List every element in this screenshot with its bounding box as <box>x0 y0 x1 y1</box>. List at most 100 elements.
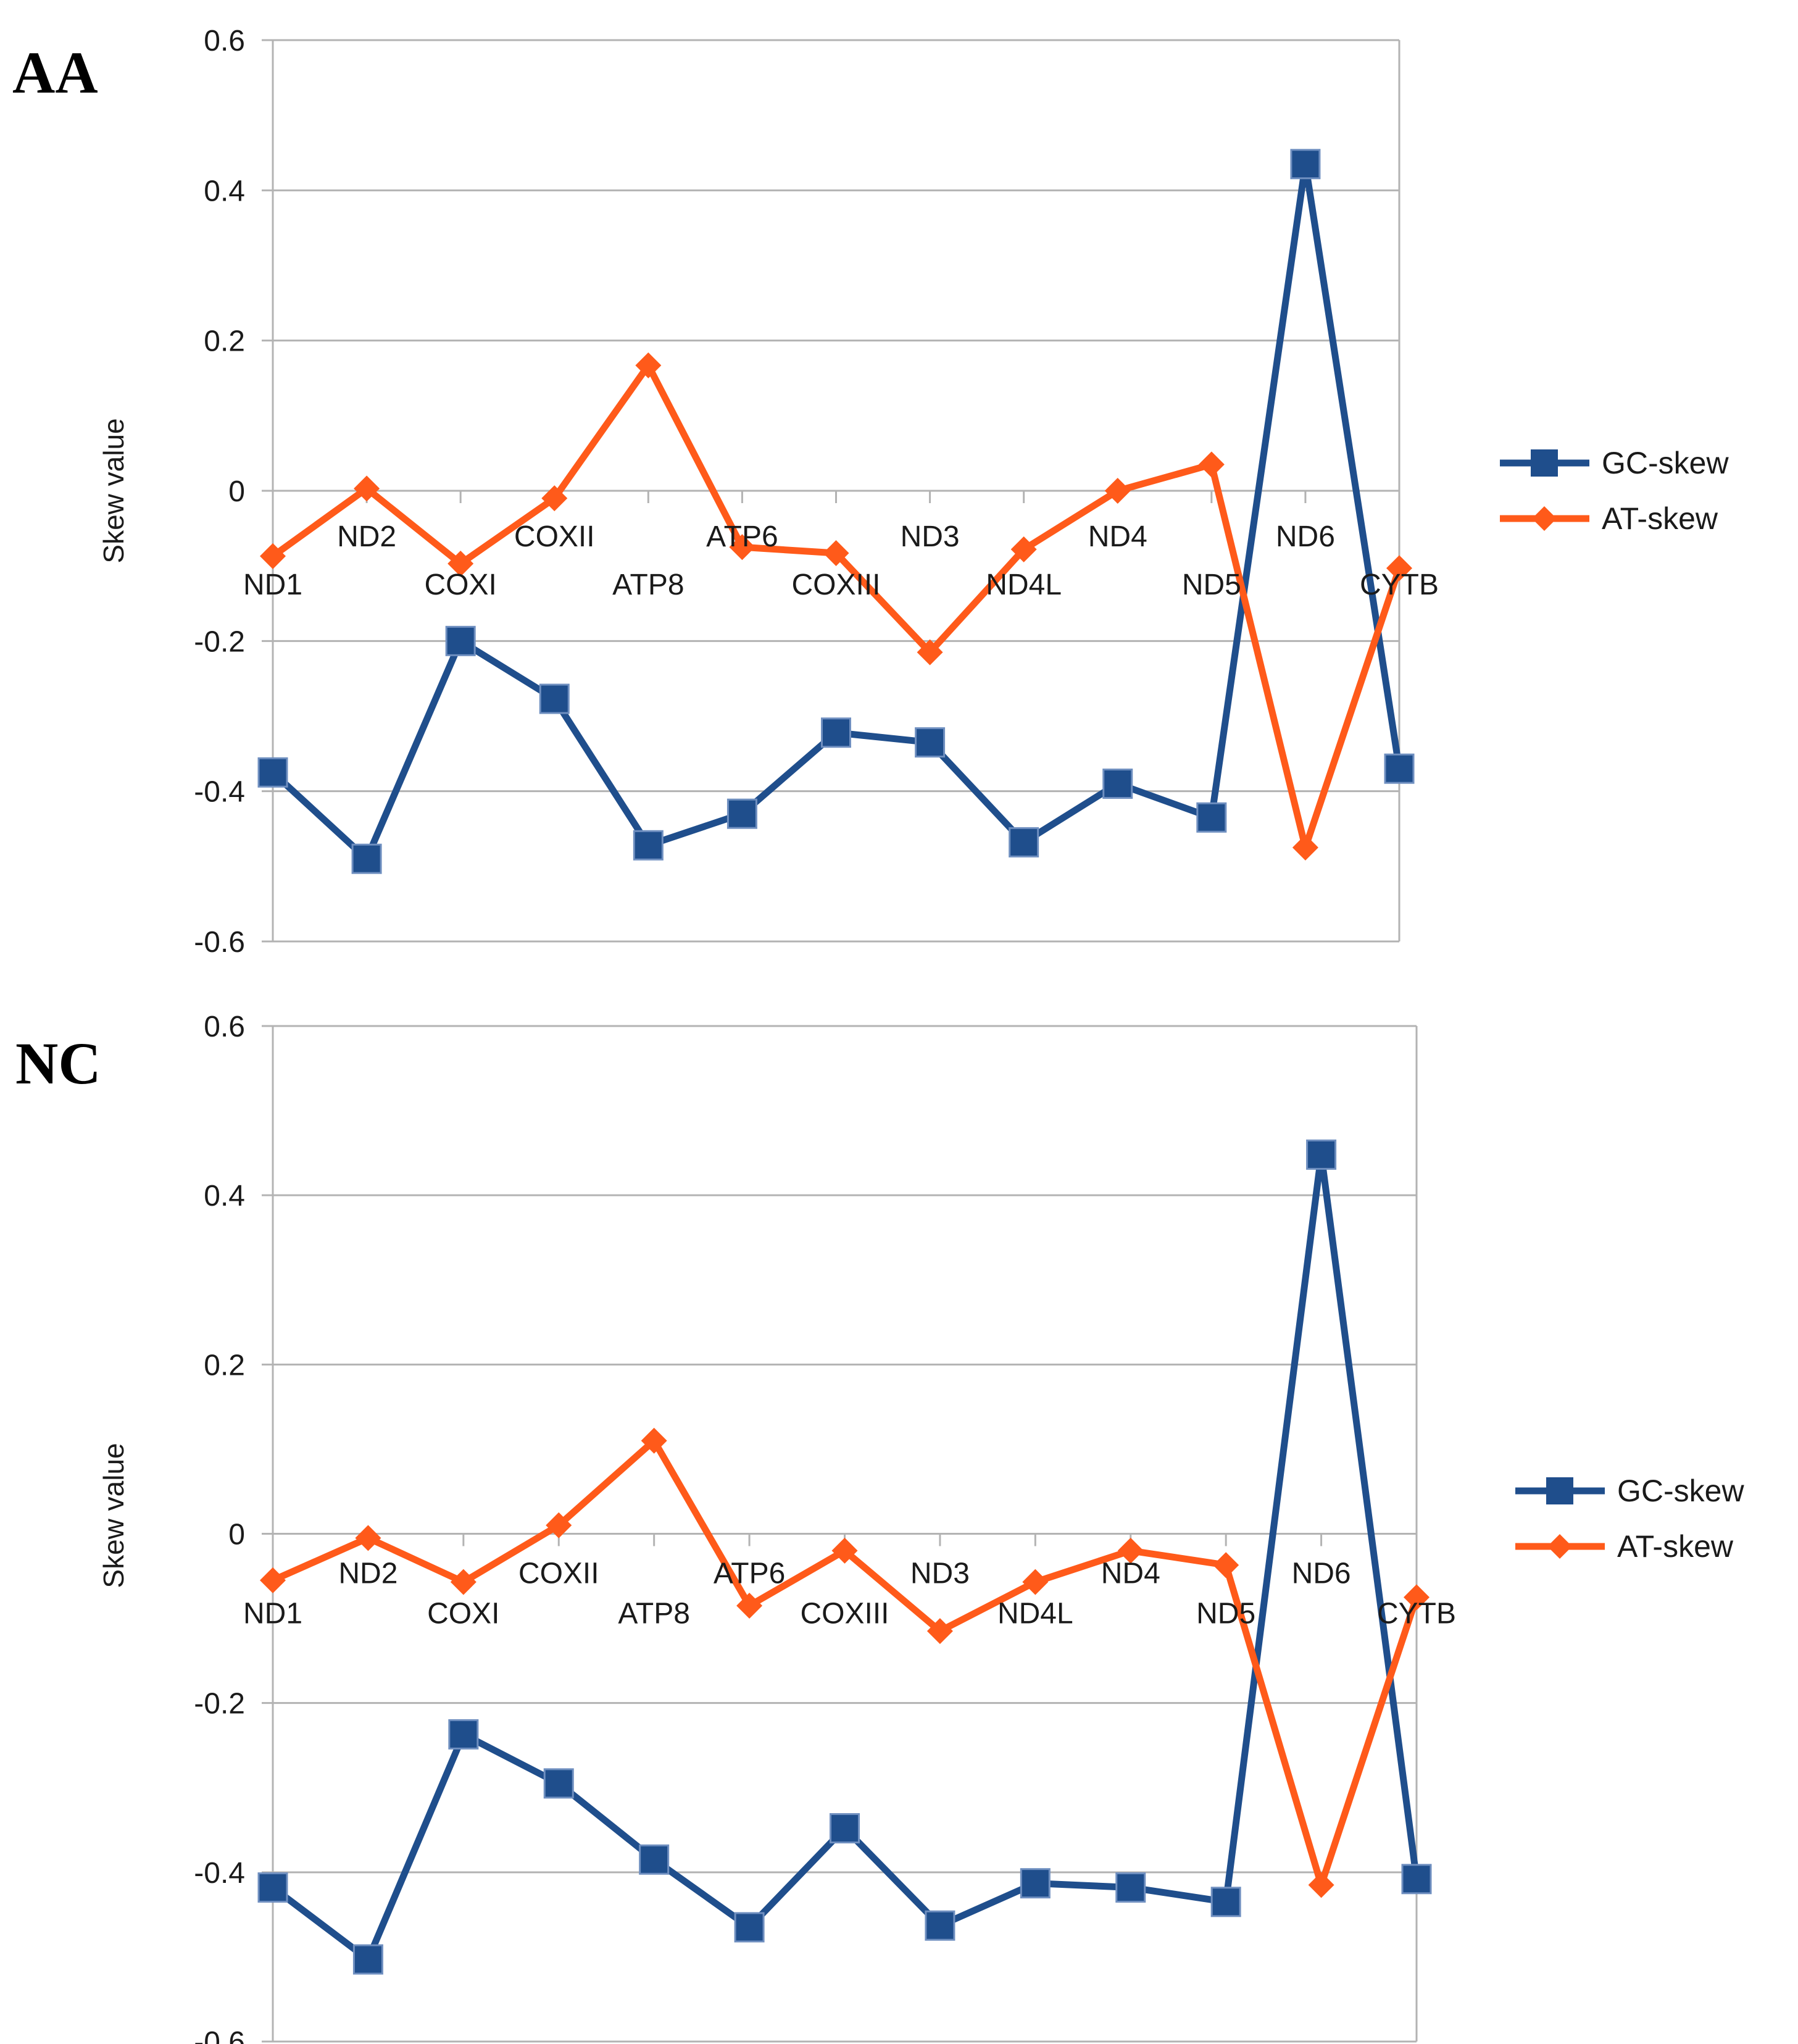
x-category-label: ND2 <box>337 520 396 553</box>
x-category-label: ND3 <box>901 520 960 553</box>
y-tick-label: -0.4 <box>194 776 245 809</box>
gc-skew-point <box>445 625 476 656</box>
legend-marker <box>1532 506 1557 531</box>
x-category-label: ND1 <box>243 1598 302 1630</box>
x-category-label: COXII <box>518 1558 599 1590</box>
x-category-label: COXI <box>424 569 496 601</box>
at-skew-point <box>729 534 755 561</box>
gc-skew-point <box>539 683 570 714</box>
y-tick-label: 0.4 <box>204 1180 245 1212</box>
x-category-label: ND4L <box>986 569 1062 601</box>
gc-skew-point <box>1115 1872 1146 1903</box>
y-axis-title: Skew value <box>98 418 130 563</box>
at-skew-point <box>1117 1537 1144 1564</box>
legend-label: GC-skew <box>1617 1474 1744 1508</box>
at-skew-point <box>1010 536 1037 562</box>
y-tick-label: 0.6 <box>204 25 245 57</box>
legend-label: GC-skew <box>1602 446 1729 480</box>
x-category-label: ATP6 <box>706 520 778 553</box>
at-skew-point <box>736 1593 763 1619</box>
legend-marker <box>1547 1534 1572 1559</box>
at-skew-point <box>260 543 286 569</box>
legend-marker <box>1531 449 1558 477</box>
gc-skew-point <box>639 1844 670 1875</box>
panel-label: NC <box>15 1030 101 1096</box>
at-skew-point <box>450 1569 477 1595</box>
at-skew-point <box>355 1525 381 1551</box>
gc-skew-point <box>351 843 382 874</box>
y-tick-label: 0 <box>228 475 245 508</box>
gc-skew-point <box>1401 1864 1432 1895</box>
at-skew-point <box>541 485 568 512</box>
at-skew-point <box>1292 834 1318 861</box>
gc-skew-point <box>1009 827 1039 857</box>
gc-skew-point <box>1210 1887 1241 1917</box>
y-tick-label: 0.2 <box>204 1349 245 1382</box>
x-category-label: ATP8 <box>618 1598 689 1630</box>
x-category-label: ND6 <box>1292 1558 1351 1590</box>
x-category-label: COXIII <box>800 1598 889 1630</box>
gc-skew-point <box>1384 753 1415 784</box>
y-tick-label: -0.6 <box>194 926 245 959</box>
y-tick-label: -0.2 <box>194 1688 245 1721</box>
y-tick-label: -0.4 <box>194 1857 245 1890</box>
x-category-label: COXI <box>427 1598 499 1630</box>
x-category-label: ND6 <box>1276 520 1335 553</box>
y-tick-label: -0.2 <box>194 625 245 658</box>
x-category-label: COXII <box>514 520 595 553</box>
gc-skew-point <box>352 1944 383 1975</box>
series-line-at-skew <box>270 362 1403 851</box>
at-skew-point <box>823 540 849 566</box>
y-tick-label: 0.2 <box>204 325 245 358</box>
at-skew-point <box>1386 555 1412 582</box>
at-skew-point <box>1022 1569 1049 1595</box>
x-category-label: ND2 <box>338 1558 397 1590</box>
x-category-label: ATP6 <box>714 1558 785 1590</box>
x-category-label: CYTB <box>1377 1598 1456 1630</box>
gc-skew-point <box>1102 769 1133 799</box>
gc-skew-point <box>830 1813 860 1844</box>
gc-skew-point <box>543 1768 574 1799</box>
gc-skew-point <box>1306 1139 1337 1170</box>
gc-skew-point <box>1290 149 1321 180</box>
at-skew-point <box>1213 1552 1239 1579</box>
y-tick-label: 0.6 <box>204 1011 245 1043</box>
gc-skew-point <box>257 1872 288 1903</box>
x-category-label: CYTB <box>1360 569 1439 601</box>
at-skew-point <box>1308 1872 1334 1898</box>
at-skew-point <box>917 639 943 665</box>
at-skew-point <box>635 352 662 378</box>
panel-label: AA <box>12 40 98 106</box>
x-category-label: ND4 <box>1101 1558 1160 1590</box>
x-category-label: ND5 <box>1196 1598 1255 1630</box>
chart-nc: 0.6 0.4 0.2 0 -0.2 -0.4 -0.6 ND1 ND2 COXI COXII ATP… <box>15 1011 1744 2044</box>
gc-skew-point <box>448 1719 479 1750</box>
gc-skew-point <box>1196 802 1227 833</box>
x-category-label: ND3 <box>910 1558 970 1590</box>
x-category-label: ND4L <box>997 1598 1073 1630</box>
legend-marker <box>1546 1477 1573 1504</box>
at-skew-point <box>447 551 474 577</box>
y-tick-label: -0.6 <box>194 2026 245 2044</box>
at-skew-point <box>1104 478 1131 504</box>
gc-skew-point <box>726 798 757 829</box>
gc-skew-point <box>925 1910 955 1941</box>
at-skew-point <box>926 1618 953 1645</box>
gc-skew-point <box>915 727 946 758</box>
at-skew-point <box>354 475 380 502</box>
gc-skew-point <box>821 717 851 748</box>
gc-skew-point <box>1020 1868 1051 1899</box>
series-line-gc-skew <box>270 161 1403 862</box>
at-skew-point <box>260 1567 286 1593</box>
x-category-label: COXIII <box>791 569 880 601</box>
gc-skew-point <box>633 830 664 861</box>
x-category-label: ND5 <box>1182 569 1241 601</box>
x-category-label: ND1 <box>243 569 302 601</box>
legend-label: AT-skew <box>1602 501 1718 536</box>
at-skew-point <box>1404 1584 1430 1611</box>
at-skew-point <box>641 1427 667 1454</box>
y-tick-label: 0.4 <box>204 175 245 207</box>
x-category-label: ATP8 <box>612 569 684 601</box>
x-category-label: ND4 <box>1088 520 1147 553</box>
at-skew-point <box>1198 451 1225 478</box>
